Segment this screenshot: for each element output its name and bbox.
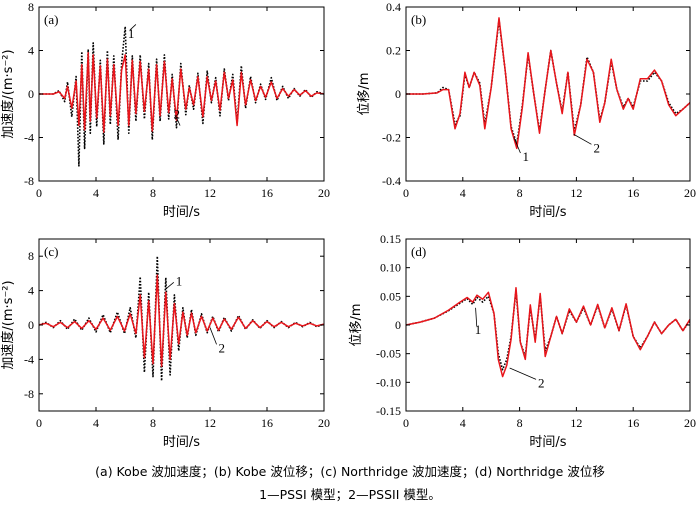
panel-label: (d) [411, 244, 426, 259]
y-tick-label: -4 [24, 131, 34, 145]
callout-label: 1 [522, 149, 529, 164]
x-tick-label: 8 [150, 416, 156, 430]
y-tick-label: -0.2 [382, 131, 401, 145]
y-tick-label: 0.05 [380, 289, 401, 303]
series-line-2 [406, 17, 691, 150]
x-tick-label: 20 [684, 416, 696, 430]
x-tick-label: 16 [627, 416, 639, 430]
series-line-1 [39, 25, 325, 167]
series-line-2 [39, 51, 325, 133]
callout-leader [573, 133, 592, 145]
y-tick-label: -8 [24, 387, 34, 401]
y-axis-label: 加速度/(m·s⁻²) [0, 280, 16, 369]
plot-frame [405, 238, 691, 412]
chart-b: 0 4 8 12 16 20-0.4-0.200.20.4(b)时间/s位移/m12 [357, 0, 696, 220]
panel-label: (a) [44, 12, 58, 27]
x-tick-label: 12 [570, 416, 582, 430]
x-tick-label: 20 [684, 186, 696, 200]
caption-line-1: (a) Kobe 波加速度；(b) Kobe 波位移；(c) Northridg… [95, 464, 605, 479]
x-tick-label: 20 [318, 416, 330, 430]
x-tick-label: 12 [204, 416, 216, 430]
x-tick-label: 8 [517, 186, 523, 200]
x-tick-label: 4 [93, 186, 99, 200]
chart-d: 0 4 8 12 16 20-0.15-0.10-0.0500.050.100.15(d)… [349, 232, 696, 450]
x-tick-label: 4 [93, 416, 99, 430]
panel-label: (b) [411, 12, 426, 27]
y-tick-label: 0.2 [386, 44, 401, 58]
x-tick-label: 12 [204, 186, 216, 200]
caption-line-2: 1—PSSI 模型；2—PSSII 模型。 [259, 487, 441, 502]
x-tick-label: 4 [460, 186, 466, 200]
callout-leader [513, 137, 521, 154]
callout-leader [475, 307, 478, 327]
y-tick-label: 4 [28, 44, 34, 58]
x-tick-label: 20 [318, 186, 330, 200]
callout-leader [129, 24, 137, 31]
x-tick-label: 16 [627, 186, 639, 200]
y-tick-label: 0.10 [380, 261, 401, 275]
x-tick-label: 16 [261, 416, 273, 430]
plot-frame [38, 6, 325, 182]
callout-label: 2 [219, 340, 226, 355]
x-tick-label: 8 [150, 186, 156, 200]
y-tick-label: 4 [28, 284, 34, 298]
x-axis-label: 时间/s [163, 205, 200, 220]
callout-leader [175, 115, 181, 126]
y-tick-label: 0 [28, 87, 34, 101]
callout-label: 1 [128, 26, 135, 41]
y-tick-label: -0.05 [376, 347, 401, 361]
panel-label: (c) [44, 244, 58, 259]
x-tick-label: 0 [403, 416, 409, 430]
y-tick-label: -0.15 [376, 404, 401, 418]
y-tick-label: 0 [28, 318, 34, 332]
callout-label: 2 [538, 375, 545, 390]
callout-leader [165, 281, 175, 290]
series-line-1 [406, 19, 691, 145]
x-tick-label: 0 [36, 416, 42, 430]
y-tick-label: -0.4 [382, 174, 401, 188]
y-tick-label: -8 [24, 174, 34, 188]
callout-label: 2 [593, 140, 600, 155]
y-tick-label: 0.4 [386, 0, 401, 14]
x-tick-label: 0 [36, 186, 42, 200]
x-tick-label: 8 [517, 416, 523, 430]
series-line-2 [38, 274, 325, 368]
series-line-1 [405, 289, 691, 371]
y-axis-label: 位移/m [349, 303, 364, 346]
callout-leader [209, 327, 217, 345]
x-axis-label: 时间/s [163, 435, 200, 450]
x-tick-label: 4 [460, 416, 466, 430]
x-tick-label: 0 [403, 186, 409, 200]
y-tick-label: -0.10 [376, 375, 401, 389]
callout-leader [509, 367, 537, 380]
x-axis-label: 时间/s [529, 205, 566, 220]
y-tick-label: 0 [395, 87, 401, 101]
callout-label: 1 [176, 273, 183, 288]
y-tick-label: 0.15 [380, 232, 401, 246]
y-axis-label: 加速度/(m·s⁻²) [0, 49, 16, 138]
series-line-2 [405, 286, 691, 378]
y-tick-label: -4 [24, 352, 34, 366]
y-tick-label: 0 [395, 318, 401, 332]
y-tick-label: 8 [28, 0, 34, 14]
x-tick-label: 16 [261, 186, 273, 200]
y-tick-label: 8 [28, 249, 34, 263]
x-tick-label: 12 [570, 186, 582, 200]
x-axis-label: 时间/s [529, 435, 566, 450]
y-axis-label: 位移/m [357, 72, 372, 115]
callout-label: 2 [174, 107, 181, 122]
callout-label: 1 [475, 322, 482, 337]
